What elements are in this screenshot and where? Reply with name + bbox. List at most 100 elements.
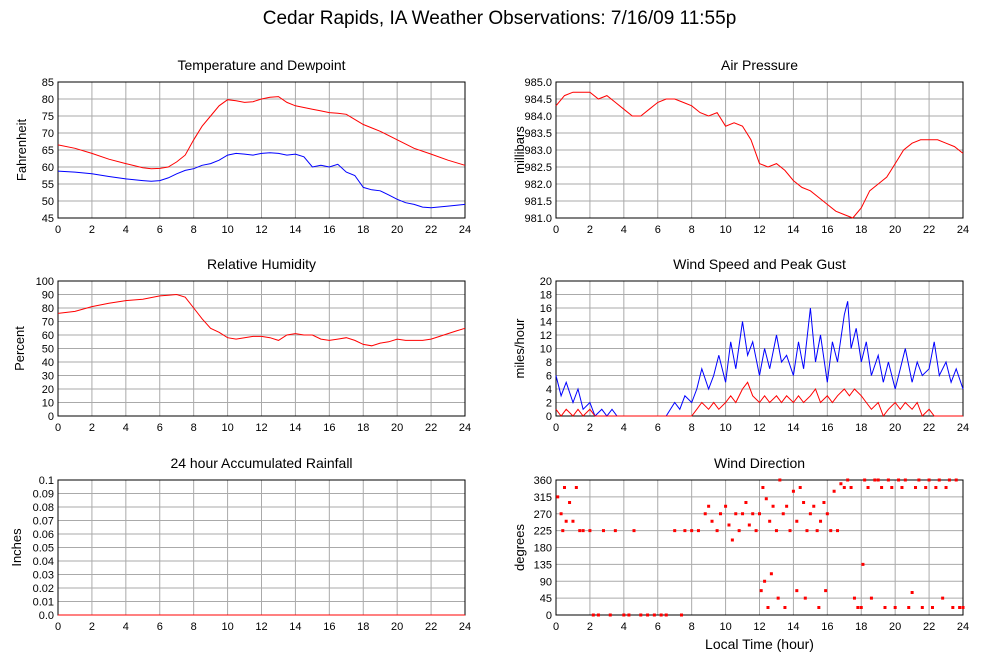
x-tick-label: 16 xyxy=(821,621,833,633)
data-point xyxy=(761,486,765,489)
x-tick-label: 2 xyxy=(89,422,95,434)
x-tick-label: 4 xyxy=(621,621,627,633)
x-tick-label: 18 xyxy=(357,224,369,236)
data-point xyxy=(754,529,758,533)
y-tick-label: 981.5 xyxy=(524,196,552,208)
data-point xyxy=(822,501,826,504)
data-point xyxy=(652,613,656,617)
data-point xyxy=(718,512,722,516)
data-point xyxy=(947,478,951,482)
x-tick-label: 12 xyxy=(255,422,267,434)
x-tick-label: 18 xyxy=(855,224,867,236)
data-point xyxy=(785,504,789,508)
x-tick-label: 2 xyxy=(587,422,593,434)
data-point xyxy=(876,478,880,482)
data-point xyxy=(910,591,914,594)
data-point xyxy=(673,529,677,533)
y-tick-label: 982.0 xyxy=(524,179,552,191)
y-tick-label: 0.03 xyxy=(33,570,54,582)
x-tick-label: 14 xyxy=(289,422,301,434)
data-point xyxy=(961,606,965,609)
y-tick-label: 984.0 xyxy=(524,111,552,123)
data-point xyxy=(588,529,592,533)
data-point xyxy=(715,529,719,533)
data-point xyxy=(741,512,745,516)
chart-title: Wind Speed and Peak Gust xyxy=(673,256,846,272)
y-tick-label: 0.04 xyxy=(33,556,54,568)
series-line-red xyxy=(57,293,466,347)
data-point xyxy=(768,519,772,523)
x-tick-label: 6 xyxy=(655,422,661,434)
y-tick-label: 70 xyxy=(42,128,54,140)
data-point xyxy=(571,519,575,523)
x-tick-label: 18 xyxy=(855,621,867,633)
y-tick-label: 180 xyxy=(534,543,552,555)
y-tick-label: 50 xyxy=(42,196,54,208)
y-axis-label: Percent xyxy=(12,326,27,371)
data-point xyxy=(639,613,643,617)
data-point xyxy=(927,478,931,482)
chart-title: Relative Humidity xyxy=(207,256,316,272)
figure-title: Cedar Rapids, IA Weather Observations: 7… xyxy=(262,8,737,29)
chart-humidity: Relative Humidity01020304050607080901000… xyxy=(12,256,471,434)
data-point xyxy=(759,589,763,593)
data-point xyxy=(769,572,773,576)
data-point xyxy=(556,495,560,499)
data-point xyxy=(852,596,856,600)
x-tick-label: 6 xyxy=(157,621,163,633)
y-tick-label: 0.01 xyxy=(33,597,54,609)
data-point xyxy=(613,529,617,533)
y-tick-label: 75 xyxy=(42,111,54,123)
data-point xyxy=(622,613,626,617)
y-axis-label: miles/hour xyxy=(512,318,527,379)
data-point xyxy=(917,478,921,482)
series-line-red xyxy=(57,96,466,170)
data-point xyxy=(783,606,787,609)
y-tick-label: 30 xyxy=(42,371,54,383)
series-line-red xyxy=(555,91,964,219)
y-tick-label: 0 xyxy=(48,411,54,423)
chart-title: Wind Direction xyxy=(714,455,805,471)
data-point xyxy=(788,529,792,533)
data-point xyxy=(690,529,694,533)
data-point xyxy=(907,606,911,609)
data-point xyxy=(859,606,863,609)
x-tick-label: 14 xyxy=(787,621,799,633)
x-tick-label: 6 xyxy=(655,224,661,236)
y-tick-label: 0.1 xyxy=(39,475,54,487)
x-axis-label: Local Time (hour) xyxy=(705,636,814,652)
data-point xyxy=(564,519,568,523)
x-tick-label: 0 xyxy=(553,621,559,633)
x-tick-label: 22 xyxy=(425,422,437,434)
data-point xyxy=(829,529,833,533)
data-point xyxy=(795,519,799,523)
data-point xyxy=(581,529,585,533)
x-tick-label: 12 xyxy=(255,224,267,236)
data-point xyxy=(734,512,738,516)
y-tick-label: 40 xyxy=(42,357,54,369)
chart-wind: Wind Speed and Peak Gust0246810121416182… xyxy=(512,256,969,434)
x-tick-label: 20 xyxy=(391,621,403,633)
series-line-blue xyxy=(57,152,466,209)
data-point xyxy=(707,504,711,508)
x-tick-label: 4 xyxy=(123,224,129,236)
x-tick-label: 14 xyxy=(787,422,799,434)
data-point xyxy=(601,529,605,533)
data-point xyxy=(900,486,904,489)
data-point xyxy=(696,529,700,533)
data-point xyxy=(954,478,958,482)
data-point xyxy=(627,613,631,617)
data-point xyxy=(632,529,636,533)
y-tick-label: 0.09 xyxy=(33,489,54,501)
x-tick-label: 6 xyxy=(655,621,661,633)
y-tick-label: 20 xyxy=(540,276,552,288)
data-point xyxy=(880,486,884,489)
data-point xyxy=(836,529,840,533)
data-point xyxy=(683,529,687,533)
x-tick-label: 24 xyxy=(957,422,969,434)
y-tick-label: 45 xyxy=(540,593,552,605)
y-tick-label: 0.05 xyxy=(33,543,54,555)
x-tick-label: 16 xyxy=(323,422,335,434)
y-tick-label: 14 xyxy=(540,317,552,329)
